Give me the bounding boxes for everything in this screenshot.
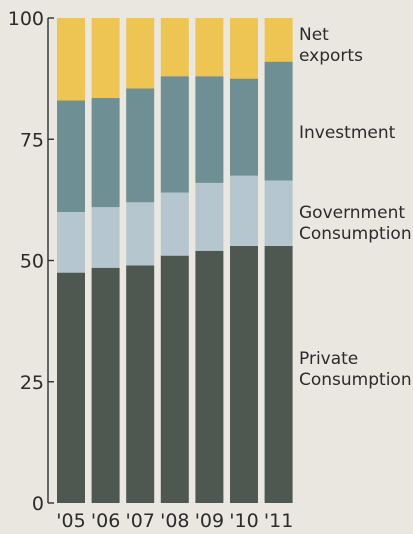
bar-segment-investment-6 <box>264 61 293 181</box>
x-tick-label-0: '05 <box>56 510 85 532</box>
bar-segment-government-consumption-1 <box>91 207 120 268</box>
x-tick-label-2: '07 <box>125 510 154 532</box>
y-tick-label-100: 100 <box>8 8 44 30</box>
x-tick-label-6: '11 <box>264 510 293 532</box>
y-tick-label-0: 0 <box>32 493 44 515</box>
bar-segment-investment-2 <box>126 88 155 203</box>
x-tick-label-5: '10 <box>229 510 258 532</box>
bar-segment-government-consumption-0 <box>57 212 85 273</box>
bar-segment-government-consumption-3 <box>160 192 189 256</box>
legend-label-3-line-1: Consumption <box>299 370 412 390</box>
legend-label-1-line-0: Investment <box>299 123 396 143</box>
bar-segment-net-exports-0 <box>57 18 85 101</box>
bar-segment-government-consumption-6 <box>264 180 293 246</box>
legend-label-0-line-1: exports <box>299 46 363 66</box>
bar-segment-net-exports-2 <box>126 18 155 89</box>
bar-segment-net-exports-4 <box>195 18 224 77</box>
bar-segment-investment-3 <box>160 76 189 193</box>
bar-segment-private-consumption-1 <box>91 267 120 503</box>
y-tick-label-50: 50 <box>20 251 44 273</box>
bar-segment-private-consumption-0 <box>57 272 85 503</box>
legend-label-2-line-0: Government <box>299 203 405 223</box>
bar-segment-investment-0 <box>57 100 85 212</box>
legend-label-2-line-1: Consumption <box>299 224 412 244</box>
bar-segment-government-consumption-2 <box>126 202 155 266</box>
bar-segment-private-consumption-2 <box>126 265 155 503</box>
bar-segment-investment-5 <box>230 78 258 176</box>
bar-segment-private-consumption-5 <box>230 245 258 503</box>
bar-segment-investment-1 <box>91 98 120 208</box>
bar-segment-net-exports-6 <box>264 18 293 62</box>
y-tick-label-75: 75 <box>20 129 44 151</box>
bar-segment-net-exports-5 <box>230 18 258 79</box>
bar-segment-investment-4 <box>195 76 224 183</box>
x-tick-label-4: '09 <box>195 510 224 532</box>
bar-segment-net-exports-1 <box>91 18 120 99</box>
x-tick-label-3: '08 <box>160 510 189 532</box>
bar-segment-private-consumption-6 <box>264 245 293 503</box>
legend-label-0-line-0: Net <box>299 25 329 45</box>
legend-label-3-line-0: Private <box>299 349 358 369</box>
y-tick-label-25: 25 <box>20 372 44 394</box>
bar-segment-government-consumption-5 <box>230 175 258 246</box>
bar-segment-government-consumption-4 <box>195 182 224 251</box>
bar-segment-private-consumption-4 <box>195 250 224 503</box>
bar-segment-net-exports-3 <box>160 18 189 77</box>
bar-segment-private-consumption-3 <box>160 255 189 503</box>
x-tick-label-1: '06 <box>91 510 120 532</box>
